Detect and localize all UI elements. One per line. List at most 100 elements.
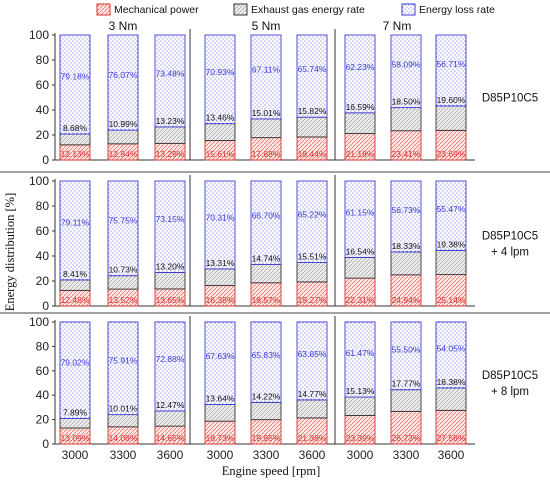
bar-loss [435, 34, 467, 107]
bar-mechanical [344, 277, 376, 307]
bar-exhaust [435, 249, 467, 276]
data-label-mechanical: 21.38% [298, 433, 327, 443]
bar-mechanical [296, 281, 328, 307]
x-tick-label: 3000 [62, 448, 89, 462]
bar-mechanical [250, 419, 282, 445]
data-label-exhaust: 15.82% [298, 106, 327, 116]
y-tick-label: 0 [42, 153, 49, 167]
data-label-exhaust: 17.77% [392, 379, 421, 389]
torque-group-label: 3 Nm [109, 19, 138, 33]
bar-exhaust [59, 417, 91, 429]
data-label-exhaust: 8.68% [63, 123, 88, 133]
bar-loss [59, 180, 91, 281]
bar-exhaust [435, 387, 467, 411]
y-tick-label: 40 [36, 249, 50, 263]
data-label-exhaust: 10.73% [109, 265, 138, 275]
bar-loss [435, 321, 467, 389]
y-tick-label: 20 [36, 413, 50, 427]
data-label-loss: 56.71% [437, 59, 466, 69]
bar-loss [390, 321, 422, 391]
data-label-loss: 75.75% [109, 216, 138, 226]
bar-loss [250, 34, 282, 120]
x-tick-labels: 3000 3300 3600 3000 3300 3600 3000 3300 3600 [62, 448, 465, 462]
data-label-loss: 56.73% [392, 205, 421, 215]
data-label-loss: 66.70% [252, 211, 281, 221]
bar-exhaust [344, 256, 376, 279]
data-label-loss: 54.05% [437, 344, 466, 354]
bar-loss [59, 321, 91, 419]
bar-exhaust [107, 129, 139, 145]
data-label-mechanical: 12.48% [61, 295, 90, 305]
bar-mechanical [435, 129, 467, 161]
y-tick-label: 100 [29, 315, 49, 329]
data-label-mechanical: 13.52% [109, 295, 138, 305]
data-label-mechanical: 14.65% [156, 433, 185, 443]
data-label-loss: 73.48% [156, 68, 185, 78]
data-label-mechanical: 12.94% [109, 149, 138, 159]
data-label-loss: 67.11% [252, 65, 281, 75]
y-tick-label: 100 [29, 174, 49, 188]
bar-exhaust [250, 401, 282, 421]
y-tick-label: 40 [36, 103, 50, 117]
x-tick-label: 3600 [438, 448, 465, 462]
y-tick-label: 80 [36, 199, 50, 213]
bar-loss [344, 321, 376, 398]
y-axis-title: Energy distribution [%] [3, 193, 17, 312]
legend: Mechanical power Exhaust gas energy rate… [96, 3, 495, 16]
bar-loss [204, 34, 236, 125]
data-label-mechanical: 19.27% [298, 295, 327, 305]
bar-exhaust [344, 396, 376, 416]
data-label-exhaust: 18.33% [392, 241, 421, 251]
data-label-mechanical: 25.14% [437, 295, 466, 305]
bar-loss [435, 180, 467, 251]
bar-exhaust [296, 399, 328, 419]
torque-group-label: 5 Nm [252, 19, 281, 33]
data-label-mechanical: 21.18% [346, 149, 375, 159]
data-label-loss: 62.23% [346, 62, 375, 72]
data-label-exhaust: 16.59% [346, 102, 375, 112]
bar-exhaust [296, 116, 328, 138]
bar-exhaust [204, 404, 236, 422]
y-tick-label: 60 [36, 224, 50, 238]
bar-loss [107, 180, 139, 277]
x-tick-label: 3300 [253, 448, 280, 462]
bar-loss [154, 34, 186, 128]
x-tick-label: 3300 [110, 448, 137, 462]
data-label-mechanical: 12.13% [61, 149, 90, 159]
data-label-loss: 61.15% [346, 207, 375, 217]
bar-exhaust [390, 389, 422, 412]
bar-loss [250, 180, 282, 265]
data-label-loss: 70.93% [206, 67, 235, 77]
data-label-loss: 65.22% [298, 210, 327, 220]
data-label-loss: 63.85% [298, 349, 327, 359]
data-label-exhaust: 12.47% [156, 400, 185, 410]
data-label-exhaust: 14.74% [252, 253, 281, 263]
bar-exhaust [296, 262, 328, 283]
bar-exhaust [250, 118, 282, 139]
y-tick-label: 20 [36, 128, 50, 142]
data-label-exhaust: 13.31% [206, 258, 235, 268]
data-label-loss: 79.18% [61, 72, 90, 82]
data-label-mechanical: 13.09% [61, 433, 90, 443]
y-tick-label: 20 [36, 274, 50, 288]
data-label-loss: 70.31% [206, 213, 235, 223]
data-label-loss: 55.47% [437, 204, 466, 214]
legend-swatch-exhaust [233, 3, 248, 16]
bar-exhaust [154, 410, 186, 427]
bar-loss [107, 34, 139, 131]
x-tick-label: 3000 [347, 448, 374, 462]
data-label-loss: 76.07% [109, 70, 138, 80]
y-tick-label: 60 [36, 364, 50, 378]
data-label-exhaust: 13.23% [156, 116, 185, 126]
x-tick-label: 3300 [393, 448, 420, 462]
data-label-exhaust: 13.20% [156, 261, 185, 271]
legend-label-mechanical: Mechanical power [114, 4, 199, 16]
data-label-exhaust: 13.46% [206, 113, 235, 123]
x-tick-label: 3600 [299, 448, 326, 462]
bar-exhaust [390, 107, 422, 132]
data-label-exhaust: 10.99% [109, 119, 138, 129]
panel-label: D85P10C5 [482, 93, 538, 105]
data-label-mechanical: 26.73% [392, 433, 421, 443]
data-label-mechanical: 18.73% [206, 433, 235, 443]
bar-exhaust [435, 105, 467, 131]
